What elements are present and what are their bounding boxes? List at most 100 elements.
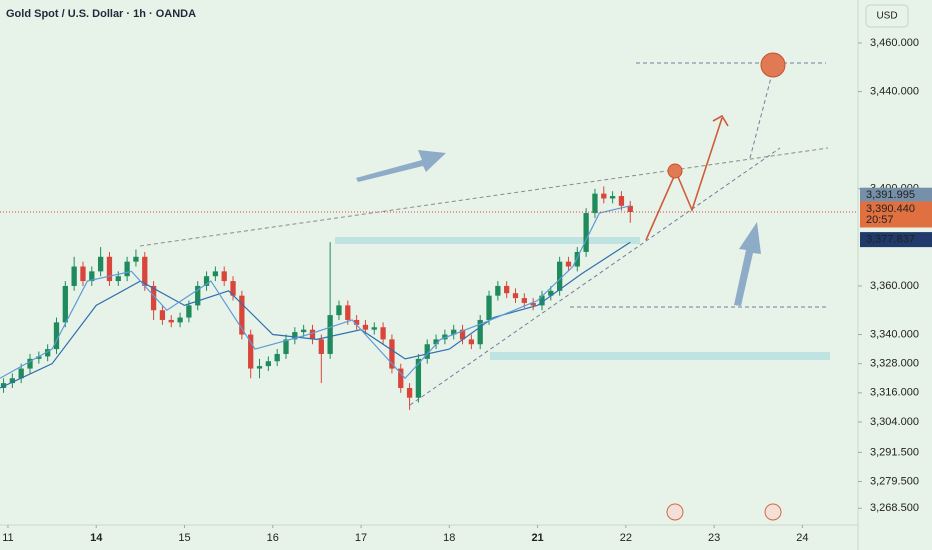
x-tick-label: 23	[708, 532, 720, 544]
candle-body	[415, 358, 422, 398]
x-tick-label: 22	[620, 532, 632, 544]
candle-body	[398, 368, 404, 388]
y-tick-label: 3,304.000	[870, 416, 919, 428]
arrow	[356, 150, 446, 182]
chart-title: Gold Spot / U.S. Dollar · 1h · OANDA	[6, 8, 196, 20]
moving-average	[0, 205, 631, 380]
moving-average	[0, 241, 631, 389]
x-tick-label: 11	[2, 532, 13, 544]
y-tick-label: 3,340.000	[870, 328, 919, 340]
currency-button[interactable]	[865, 4, 909, 28]
candle-body	[71, 266, 77, 286]
candle-body	[512, 293, 519, 299]
candle-body	[142, 256, 148, 286]
candle-body	[256, 366, 263, 369]
candle-body	[159, 310, 166, 320]
currency[interactable]: USD	[876, 11, 897, 22]
candle-body	[327, 315, 333, 354]
candle-body	[89, 271, 95, 282]
event-icon[interactable]	[764, 503, 782, 521]
price-countdown: 20:57	[866, 214, 894, 226]
candle-body	[195, 285, 201, 306]
candle-body	[521, 298, 527, 303]
candle-body	[9, 378, 16, 384]
candle-body	[504, 285, 510, 294]
candle-body	[627, 205, 633, 212]
candle-body	[283, 339, 289, 354]
y-tick-label: 3,440.000	[870, 85, 919, 97]
target-point	[760, 52, 786, 78]
candle-body	[353, 319, 360, 325]
candle-body	[274, 353, 280, 362]
candle-body	[389, 339, 395, 369]
candle-body	[565, 261, 572, 267]
candle-body	[548, 290, 554, 296]
candle-body	[592, 193, 598, 214]
price-tag	[860, 187, 932, 203]
arrow-head	[712, 114, 729, 127]
x-tick-label: 15	[178, 532, 190, 544]
price-tag	[860, 232, 932, 248]
candle-body	[336, 305, 342, 316]
candle-body	[468, 339, 475, 345]
candle-body	[539, 295, 545, 306]
candle-body	[221, 271, 227, 282]
candle-body	[97, 256, 104, 272]
candle-body	[362, 324, 369, 330]
x-tick-label: 17	[355, 532, 367, 544]
candle-body	[601, 193, 607, 199]
price-tag-label: 3,377.837	[866, 234, 915, 246]
x-tick-label: 14	[90, 532, 103, 544]
candle-body	[62, 285, 68, 323]
trend-line	[409, 147, 781, 406]
candle-body	[203, 276, 210, 286]
x-tick-label: 16	[267, 532, 279, 544]
candle-body	[442, 334, 448, 340]
zone	[335, 237, 640, 244]
candle-body	[248, 334, 254, 369]
candle-body	[477, 319, 483, 345]
candle-body	[27, 358, 33, 369]
candle-body	[18, 368, 24, 379]
y-tick-label: 3,328.000	[870, 358, 919, 370]
candle-body	[177, 317, 183, 323]
candle-body	[574, 251, 580, 267]
candle-body	[168, 319, 174, 323]
candle-body	[133, 256, 139, 262]
y-tick-label: 3,268.500	[870, 502, 919, 514]
price-tag	[860, 201, 932, 228]
y-tick-label: 3,360.000	[870, 280, 919, 292]
candle-body	[451, 329, 457, 335]
y-tick-label: 3,316.000	[870, 387, 919, 399]
candle-body	[486, 295, 492, 320]
candle-body	[230, 281, 236, 296]
candle-body	[80, 266, 86, 282]
candle-body	[583, 213, 589, 252]
candle-body	[495, 285, 501, 296]
price-tag-label: 3,390.440	[866, 203, 915, 215]
candle-body	[53, 322, 60, 350]
arrow	[734, 222, 761, 306]
candle-body	[115, 276, 121, 282]
candle-body	[106, 256, 113, 282]
x-tick-label: 21	[531, 532, 543, 544]
candle-body	[265, 361, 271, 367]
candle-body	[212, 271, 219, 277]
candle-body	[459, 329, 466, 340]
candle-body	[424, 344, 430, 359]
candle-body	[380, 327, 386, 340]
candle-body	[292, 332, 298, 340]
candle-body	[150, 285, 157, 311]
candle-body	[186, 305, 192, 318]
x-tick-label: 24	[796, 532, 808, 544]
candle-body	[124, 261, 130, 277]
event-icon[interactable]	[666, 503, 684, 521]
y-tick-label: 3,291.500	[870, 446, 919, 458]
candle-body	[318, 339, 324, 354]
candle-body	[556, 261, 563, 291]
price-tag-label: 3,391.995	[866, 189, 915, 201]
target-point	[667, 163, 683, 179]
